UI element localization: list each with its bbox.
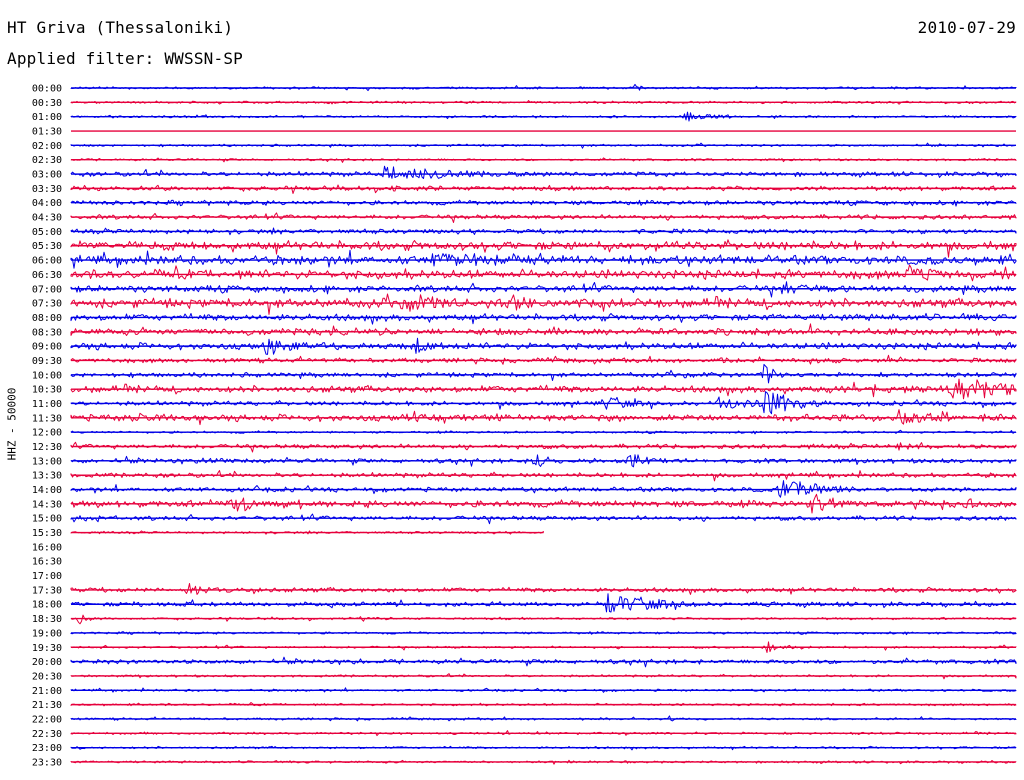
- record-date: 2010-07-29: [917, 18, 1016, 37]
- seismic-trace: [70, 614, 1017, 625]
- seismic-trace: [70, 593, 1017, 613]
- row-time-label: 20:00: [32, 657, 62, 668]
- row-time-label: 15:00: [32, 514, 62, 525]
- row-time-label: 17:30: [32, 585, 62, 596]
- seismic-trace: [70, 249, 1017, 269]
- row-time-label: 01:00: [32, 112, 62, 123]
- row-time-label: 13:30: [32, 471, 62, 482]
- row-time-label: 02:00: [32, 141, 62, 152]
- row-time-label: 09:30: [32, 356, 62, 367]
- seismic-trace: [70, 363, 1017, 384]
- row-time-label: 11:00: [32, 399, 62, 410]
- row-time-label: 19:30: [32, 643, 62, 654]
- row-time-label: 21:00: [32, 686, 62, 697]
- row-time-label: 15:30: [32, 528, 62, 539]
- row-time-label: 07:00: [32, 284, 62, 295]
- seismic-trace: [70, 239, 1017, 258]
- row-time-label: 07:30: [32, 299, 62, 310]
- row-time-label: 18:00: [32, 600, 62, 611]
- row-time-label: 23:30: [32, 757, 62, 768]
- row-time-label: 14:30: [32, 499, 62, 510]
- seismic-trace: [70, 323, 1017, 336]
- seismic-trace: [70, 493, 1017, 514]
- row-time-label: 02:30: [32, 155, 62, 166]
- row-time-label: 08:00: [32, 313, 62, 324]
- row-time-label: 16:00: [32, 542, 62, 553]
- row-time-label: 22:30: [32, 729, 62, 740]
- seismic-trace: [70, 583, 1017, 595]
- row-time-label: 19:00: [32, 628, 62, 639]
- row-time-label: 05:30: [32, 241, 62, 252]
- row-time-label: 03:30: [32, 184, 62, 195]
- row-time-label: 04:30: [32, 213, 62, 224]
- row-time-label: 08:30: [32, 327, 62, 338]
- row-time-label: 06:30: [32, 270, 62, 281]
- seismic-trace: [70, 227, 1017, 236]
- row-time-label: 04:00: [32, 198, 62, 209]
- row-time-label: 03:00: [32, 170, 62, 181]
- seismic-trace: [70, 184, 1017, 194]
- row-time-label: 18:30: [32, 614, 62, 625]
- row-time-label: 00:00: [32, 84, 62, 95]
- row-time-label: 13:00: [32, 456, 62, 467]
- row-time-label: 23:00: [32, 743, 62, 754]
- row-time-label: 17:00: [32, 571, 62, 582]
- row-time-label: 14:00: [32, 485, 62, 496]
- station-title: HT Griva (Thessaloniki): [7, 18, 234, 37]
- seismic-trace: [70, 264, 1017, 282]
- row-time-label: 10:00: [32, 370, 62, 381]
- row-time-label: 09:00: [32, 342, 62, 353]
- row-time-label: 21:30: [32, 700, 62, 711]
- seismic-trace: [70, 391, 1017, 415]
- row-time-label: 12:30: [32, 442, 62, 453]
- seismic-trace: [70, 409, 1017, 426]
- row-time-label: 01:30: [32, 127, 62, 138]
- filter-label: Applied filter: WWSSN-SP: [7, 49, 243, 68]
- row-time-label: 20:30: [32, 671, 62, 682]
- row-time-label: 16:30: [32, 557, 62, 568]
- row-time-label: 22:00: [32, 714, 62, 725]
- row-time-label: 00:30: [32, 98, 62, 109]
- row-time-label: 05:00: [32, 227, 62, 238]
- row-time-label: 12:00: [32, 428, 62, 439]
- seismic-trace: [70, 165, 1017, 179]
- seismic-trace: [70, 312, 1017, 325]
- row-time-label: 06:00: [32, 256, 62, 267]
- seismic-trace: [70, 293, 1017, 315]
- row-time-label: 11:30: [32, 413, 62, 424]
- row-time-label: 10:30: [32, 385, 62, 396]
